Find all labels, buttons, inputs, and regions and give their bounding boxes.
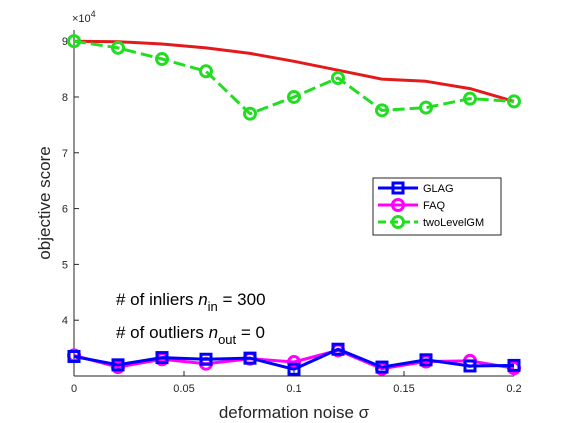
legend-item: twoLevelGM	[378, 215, 484, 229]
data-point	[507, 358, 521, 372]
data-point	[331, 70, 345, 85]
legend-marker	[391, 181, 405, 195]
x-tick-label: 0	[71, 383, 77, 395]
legend-item: FAQ	[378, 198, 445, 212]
data-point	[507, 94, 521, 109]
data-series	[67, 34, 521, 376]
y-tick-label: 8	[62, 92, 68, 104]
y-axis-title: objective score	[35, 146, 54, 259]
x-tick-label: 0.15	[393, 383, 414, 395]
legend-label: FAQ	[423, 200, 445, 212]
data-point	[155, 351, 169, 365]
x-tick-label: 0.2	[506, 383, 521, 395]
data-point	[331, 342, 345, 356]
data-point	[199, 64, 213, 79]
inliers-annotation: # of inliers nin = 300	[116, 290, 266, 314]
legend-item: GLAG	[378, 181, 454, 195]
series-baseline	[73, 39, 515, 103]
data-point	[67, 349, 81, 363]
series-glag	[67, 342, 521, 376]
y-tick-label: 7	[62, 148, 68, 160]
data-point	[287, 89, 301, 104]
data-point	[111, 358, 125, 372]
legend-label: GLAG	[423, 183, 454, 195]
x-tick-label: 0.05	[173, 383, 194, 395]
series-line	[73, 39, 515, 116]
legend-marker	[391, 215, 405, 229]
data-point	[243, 351, 257, 365]
annotations: # of inliers nin = 300 # of outliers nou…	[116, 290, 266, 347]
data-point	[199, 352, 213, 366]
data-point	[375, 360, 389, 374]
y-tick-label: 6	[62, 204, 68, 216]
y-tick-label: 9	[62, 36, 68, 48]
y-multiplier-label: ×104	[72, 9, 96, 25]
series-line	[73, 39, 515, 103]
data-point	[287, 362, 301, 376]
y-tick-label: 5	[62, 259, 68, 271]
legend-marker	[391, 198, 405, 212]
data-point	[287, 355, 301, 370]
data-point	[419, 353, 433, 367]
data-point	[419, 100, 433, 115]
data-point	[463, 359, 477, 373]
series-line	[73, 347, 515, 371]
outliers-annotation: # of outliers nout = 0	[116, 323, 265, 347]
data-point	[67, 34, 81, 49]
series-line	[73, 348, 515, 371]
x-tick-label: 0.1	[286, 383, 301, 395]
x-axis-title: deformation noise σ	[219, 403, 370, 422]
series-twolevelgm	[67, 34, 521, 121]
data-point	[375, 103, 389, 118]
data-point	[243, 106, 257, 121]
legend: GLAG FAQ twoLevelGM	[372, 177, 502, 236]
data-point	[463, 91, 477, 106]
data-point	[155, 52, 169, 67]
y-tick-label: 4	[62, 315, 68, 327]
data-point	[111, 40, 125, 55]
legend-label: twoLevelGM	[423, 217, 484, 229]
axes: 0 0.05 0.1 0.15 0.2 4 5 6 7 8 9 ×104 deformation noi…	[35, 9, 522, 422]
